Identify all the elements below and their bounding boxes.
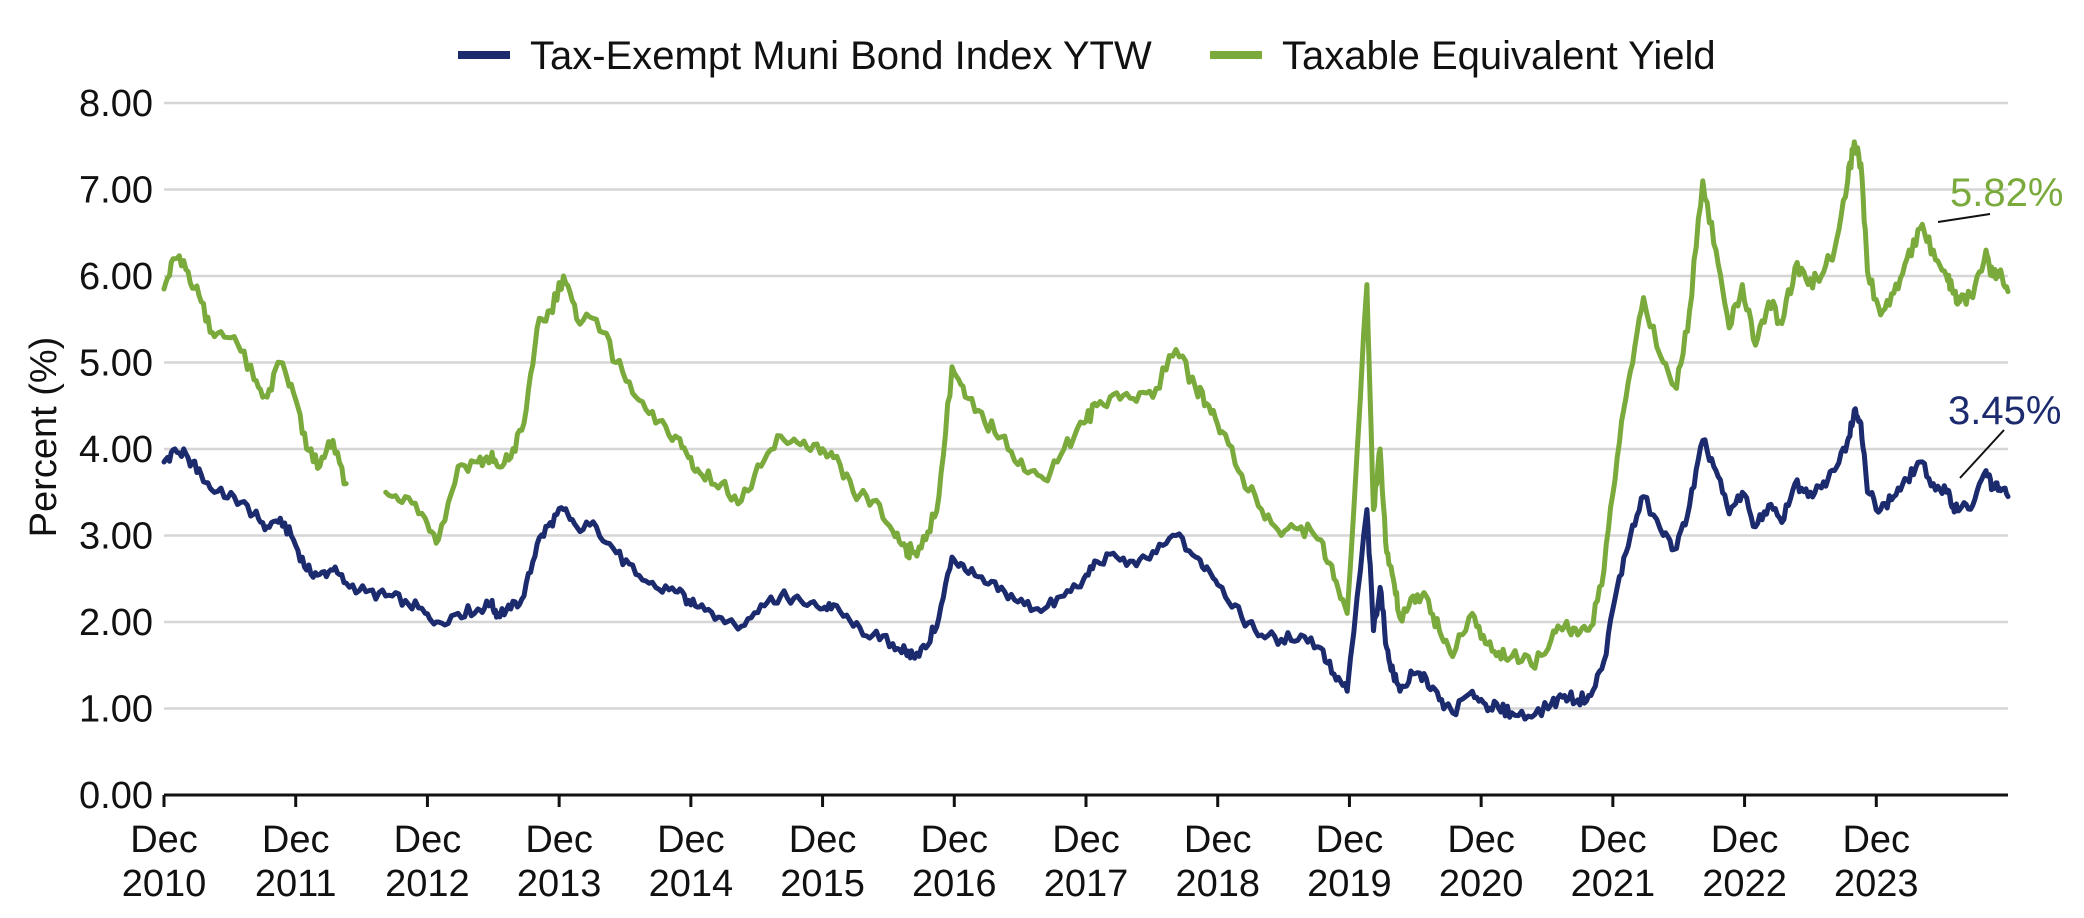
x-tick-label: 2013	[517, 863, 602, 905]
x-axis-ticks: Dec2010Dec2011Dec2012Dec2013Dec2014Dec20…	[122, 795, 1919, 905]
y-tick-label: 2.00	[79, 602, 153, 644]
x-tick-label: 2022	[1702, 863, 1787, 905]
x-tick-label: 2018	[1175, 863, 1260, 905]
x-tick-label: Dec	[657, 819, 725, 861]
y-tick-label: 3.00	[79, 516, 153, 558]
x-tick-label: Dec	[1842, 819, 1910, 861]
end-labels: 5.82% 3.45%	[1937, 171, 2063, 479]
x-tick-label: Dec	[525, 819, 593, 861]
y-tick-label: 8.00	[79, 83, 153, 125]
gridlines	[164, 101, 2008, 710]
x-tick-label: 2015	[780, 863, 865, 905]
callout-line-taxable	[1937, 213, 1991, 223]
x-tick-label: Dec	[1579, 819, 1647, 861]
x-tick-label: Dec	[262, 819, 330, 861]
x-tick-label: 2020	[1439, 863, 1524, 905]
x-tick-label: Dec	[1052, 819, 1120, 861]
x-tick-label: 2019	[1307, 863, 1392, 905]
series-line-muni	[161, 406, 2011, 722]
x-tick-label: 2012	[385, 863, 470, 905]
x-tick-label: Dec	[130, 819, 198, 861]
end-label-muni: 3.45%	[1948, 389, 2061, 433]
legend-label-muni: Tax-Exempt Muni Bond Index YTW	[530, 34, 1152, 78]
y-tick-label: 0.00	[79, 775, 153, 817]
legend: Tax-Exempt Muni Bond Index YTW Taxable E…	[458, 34, 1716, 78]
y-axis-title: Percent (%)	[23, 337, 65, 538]
y-tick-label: 7.00	[79, 170, 153, 212]
series-line-taxable	[161, 139, 2011, 671]
x-tick-label: Dec	[1711, 819, 1779, 861]
y-tick-label: 1.00	[79, 689, 153, 731]
x-tick-label: 2021	[1571, 863, 1656, 905]
legend-label-taxable: Taxable Equivalent Yield	[1282, 34, 1716, 78]
x-tick-label: 2017	[1044, 863, 1129, 905]
x-tick-label: 2014	[649, 863, 734, 905]
x-tick-label: Dec	[789, 819, 857, 861]
y-axis-ticks: 0.00 1.00 2.00 3.00 4.00 5.00 6.00 7.00 8.00	[79, 83, 153, 817]
x-tick-label: Dec	[920, 819, 988, 861]
x-tick-label: 2010	[122, 863, 207, 905]
y-tick-label: 6.00	[79, 256, 153, 298]
y-tick-label: 5.00	[79, 343, 153, 385]
x-tick-label: Dec	[1184, 819, 1252, 861]
end-label-taxable: 5.82%	[1950, 171, 2063, 215]
series-layer	[161, 139, 2011, 722]
x-tick-label: Dec	[1447, 819, 1515, 861]
x-tick-label: 2016	[912, 863, 997, 905]
y-tick-label: 4.00	[79, 429, 153, 471]
x-tick-label: 2011	[255, 863, 337, 905]
x-tick-label: 2023	[1834, 863, 1919, 905]
x-tick-label: Dec	[394, 819, 462, 861]
callout-line-muni	[1959, 429, 2005, 479]
x-tick-label: Dec	[1316, 819, 1384, 861]
